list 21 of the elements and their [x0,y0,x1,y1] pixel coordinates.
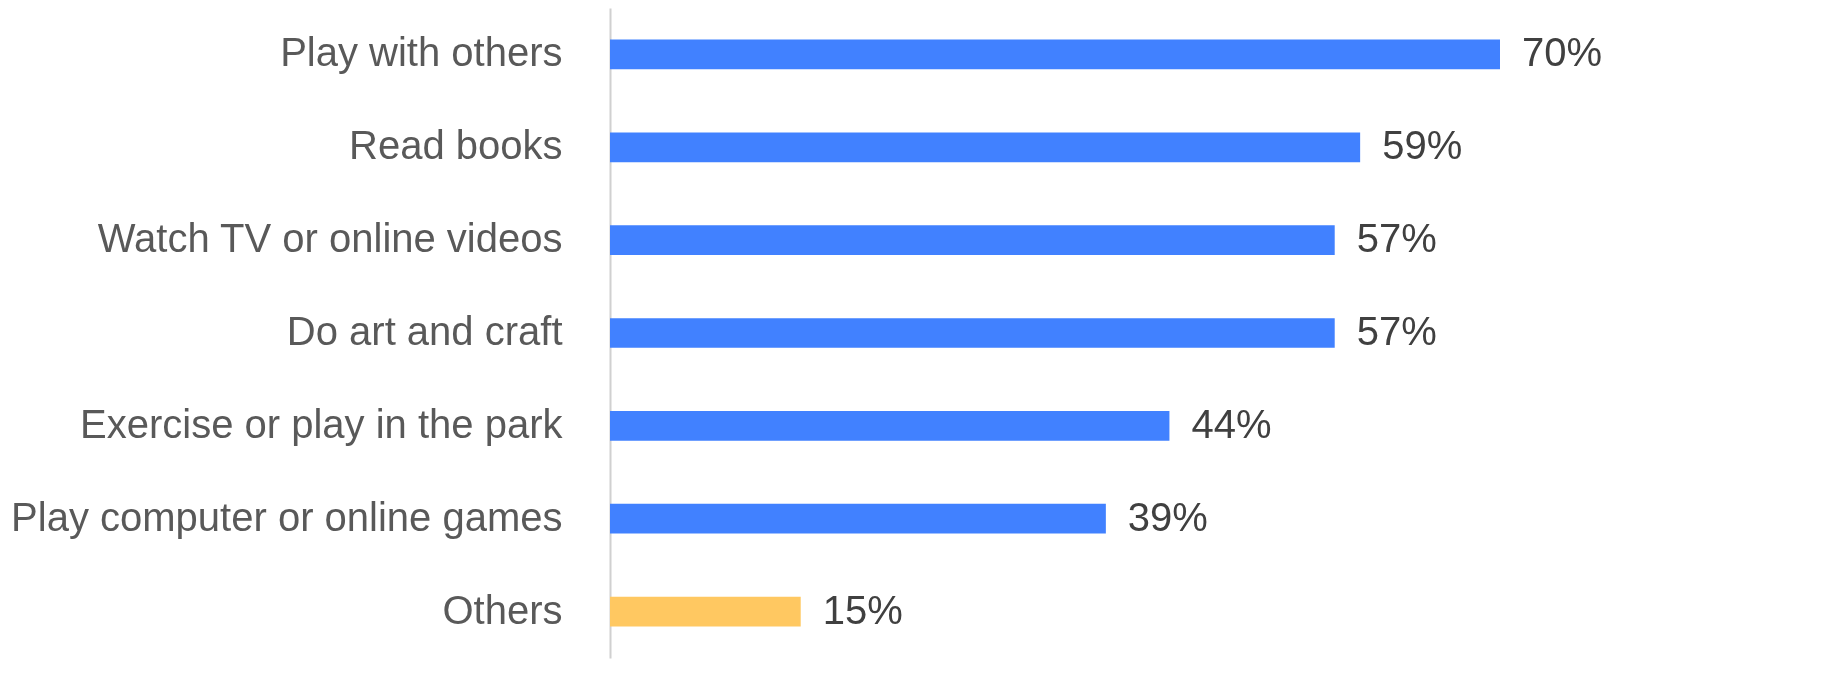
data-label: 57% [1356,216,1437,261]
bar [610,132,1361,163]
bar [610,39,1500,70]
y-tick-label: Watch TV or online videos [97,216,563,261]
y-tick-label: Others [442,587,563,632]
data-label: 39% [1127,494,1208,539]
y-tick-label: Play computer or online games [11,494,563,539]
bar [610,596,801,627]
data-label: 70% [1522,30,1603,75]
data-label: 57% [1356,309,1437,353]
y-tick-label: Do art and craft [286,309,563,353]
bar [610,411,1170,441]
bar [610,225,1335,255]
data-label: 59% [1382,123,1463,168]
y-tick-label: Exercise or play in the park [80,401,564,446]
data-label: 44% [1191,401,1272,446]
y-tick-label: Play with others [280,30,563,75]
bar [610,503,1106,534]
y-tick-label: Read books [349,123,563,168]
bar [610,318,1335,348]
data-label: 15% [822,587,903,632]
